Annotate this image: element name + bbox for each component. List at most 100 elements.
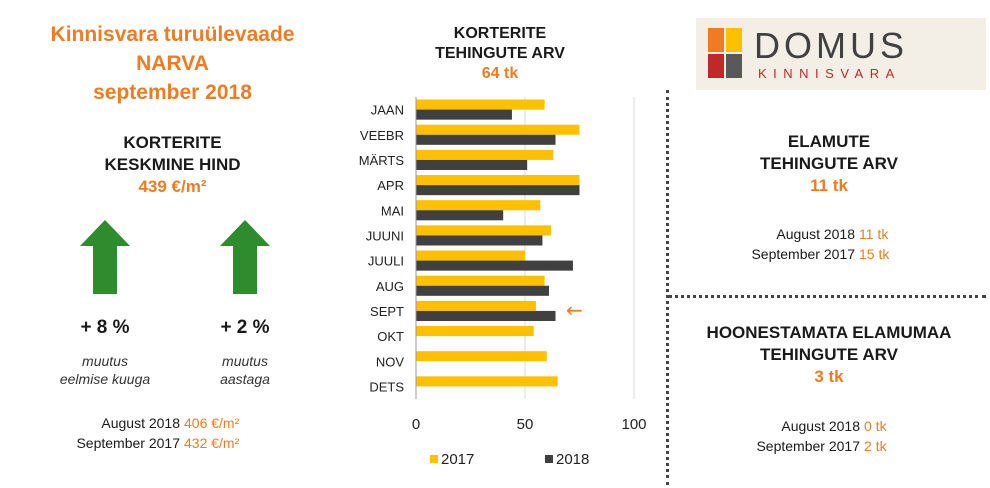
report-title: Kinnisvara turuülevaade NARVA september … (0, 20, 345, 107)
houses-title-1: ELAMUTE (787, 132, 871, 151)
report-title-city: NARVA (136, 52, 209, 75)
logo-square-orange (708, 28, 724, 52)
change-month-note: muutus eelmise kuuga (25, 352, 185, 388)
legend-label: 2017 (441, 451, 474, 468)
bar-2017 (416, 250, 525, 261)
logo-square-grey (726, 54, 742, 78)
change-year-note: muutus aastaga (165, 352, 325, 388)
compare-label: August 2018 (781, 418, 860, 434)
bar-2017 (416, 149, 554, 160)
domus-logo: DOMUS KINNISVARA (696, 18, 986, 90)
legend-label: 2018 (556, 451, 589, 468)
compare-row: August 2018 406 €/m² (40, 413, 239, 433)
bar-2017 (416, 275, 545, 286)
compare-value: 0 tk (864, 418, 887, 434)
houses-block: ELAMUTE TEHINGUTE ARV 11 tk (668, 131, 990, 197)
compare-row: September 2017 15 tk (705, 244, 889, 264)
logo-name: DOMUS (754, 25, 908, 66)
compare-value: 15 tk (859, 246, 890, 262)
compare-value: 432 €/m² (184, 435, 240, 451)
bar-2017 (416, 376, 558, 387)
bar-2017 (416, 326, 534, 337)
logo-square-red (708, 54, 724, 78)
compare-label: August 2018 (101, 415, 180, 431)
change-month-note-2: eelmise kuuga (59, 371, 151, 387)
report-title-line1: Kinnisvara turuülevaade (50, 23, 295, 46)
land-block: HOONESTAMATA ELAMUMAA TEHINGUTE ARV 3 tk (668, 322, 990, 388)
annotation-arrow-icon: ← (566, 298, 583, 322)
category-label: JUUNI (366, 228, 404, 243)
category-label: NOV (376, 354, 405, 369)
compare-row: September 2017 2 tk (705, 436, 887, 456)
bar-2017 (416, 124, 580, 135)
land-compare: August 2018 0 tk September 2017 2 tk (705, 416, 887, 456)
bar-2018 (416, 109, 512, 120)
compare-value: 406 €/m² (184, 415, 240, 431)
legend-swatch (430, 455, 438, 463)
bar-2017 (416, 351, 547, 362)
change-year-note-1: muutus (222, 353, 268, 369)
bar-2018 (416, 235, 543, 246)
bar-2017 (416, 200, 541, 211)
houses-value: 11 tk (810, 176, 848, 195)
land-value: 3 tk (814, 367, 844, 386)
compare-label: September 2017 (76, 435, 180, 451)
compare-label: August 2018 (776, 226, 855, 242)
compare-row: August 2018 11 tk (705, 224, 889, 244)
change-month-note-1: muutus (82, 353, 128, 369)
bar-2017 (416, 175, 580, 186)
divider-vertical (666, 90, 669, 485)
category-label: VEEBR (360, 128, 404, 143)
bar-2018 (416, 134, 556, 145)
bar-2018 (416, 159, 528, 170)
domus-logo-mark: DOMUS KINNISVARA (708, 25, 908, 81)
land-title-2: TEHINGUTE ARV (760, 345, 898, 364)
compare-row: September 2017 432 €/m² (40, 433, 239, 453)
bar-2018 (416, 260, 573, 271)
land-title-1: HOONESTAMATA ELAMUMAA (706, 323, 952, 342)
bar-2017 (416, 225, 552, 236)
x-tick-label: 0 (412, 416, 420, 433)
category-label: AUG (376, 279, 404, 294)
avg-price-value: 439 €/m² (138, 177, 207, 196)
bar-2018 (416, 285, 549, 296)
category-label: SEPT (370, 304, 404, 319)
category-label: MAI (381, 203, 404, 218)
chart-header: KORTERITE TEHINGUTE ARV 64 tk (345, 24, 655, 84)
bar-2018 (416, 210, 504, 221)
category-label: JAAN (371, 103, 404, 118)
bar-2017 (416, 99, 545, 110)
avg-price-block: KORTERITE KESKMINE HIND 439 €/m² (0, 132, 345, 198)
avg-price-compare: August 2018 406 €/m² September 2017 432 €/… (40, 413, 239, 453)
change-year-value: + 2 % (220, 317, 270, 338)
houses-title-2: TEHINGUTE ARV (760, 154, 898, 173)
divider-horizontal (668, 295, 986, 298)
legend-swatch (545, 455, 553, 463)
arrow-up-icon (220, 220, 270, 294)
bar-2017 (416, 300, 536, 311)
category-label: DETS (369, 379, 404, 394)
compare-label: September 2017 (751, 246, 855, 262)
compare-value: 2 tk (864, 438, 887, 454)
bar-2018 (416, 310, 556, 321)
chart-title-2: TEHINGUTE ARV (435, 45, 565, 62)
compare-row: August 2018 0 tk (705, 416, 887, 436)
change-month-value: + 8 % (80, 317, 130, 338)
bar-2018 (416, 185, 580, 196)
compare-value: 11 tk (859, 226, 889, 242)
category-label: APR (377, 178, 404, 193)
logo-sub: KINNISVARA (758, 66, 901, 81)
report-title-period: september 2018 (93, 81, 252, 104)
chart-title-1: KORTERITE (453, 25, 547, 42)
x-tick-label: 50 (517, 416, 534, 433)
arrow-up-icon (80, 220, 130, 294)
avg-price-label-1: KORTERITE (123, 133, 222, 152)
category-label: MÄRTS (359, 153, 405, 168)
apartment-transactions-chart: JAAN VEEBR MÄRTS APR MAI JUUNI JUULI AUG SEPT OKT… (359, 97, 647, 468)
houses-compare: August 2018 11 tk September 2017 15 tk (705, 224, 889, 264)
change-year-note-2: aastaga (220, 371, 270, 387)
category-label: OKT (377, 329, 404, 344)
category-label: JUULI (368, 254, 404, 269)
logo-square-yellow (726, 28, 742, 52)
chart-total: 64 tk (481, 65, 519, 82)
